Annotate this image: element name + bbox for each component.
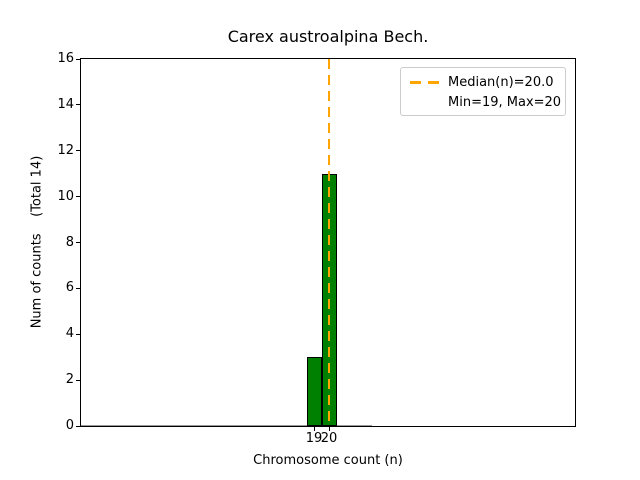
x-tick-mark	[328, 427, 330, 431]
y-tick-mark	[76, 287, 80, 289]
x-axis-label: Chromosome count (n)	[253, 453, 403, 468]
y-tick-mark	[76, 104, 80, 106]
y-tick-label: 4	[65, 326, 74, 342]
y-tick-mark	[76, 333, 80, 335]
plot-area	[80, 58, 576, 427]
y-tick-label: 10	[57, 188, 74, 204]
legend: Median(n)=20.0 Min=19, Max=20	[400, 67, 566, 116]
legend-median-label: Median(n)=20.0	[448, 74, 554, 90]
zero-count-bins-baseline	[81, 425, 372, 426]
y-tick-mark	[76, 242, 80, 243]
y-tick-label: 12	[57, 142, 74, 158]
median-dashed-line-swatch	[410, 80, 440, 84]
y-tick-mark	[76, 150, 80, 152]
y-tick-mark	[76, 425, 80, 427]
histogram-bar-19	[306, 357, 322, 426]
y-tick-label: 0	[65, 418, 74, 433]
x-tick-label: 19	[305, 431, 323, 446]
legend-row-median: Median(n)=20.0	[410, 72, 557, 92]
y-tick-label: 6	[65, 280, 74, 296]
y-tick-label: 16	[57, 51, 74, 66]
legend-row-minmax: Min=19, Max=20	[410, 92, 561, 112]
legend-minmax-label: Min=19, Max=20	[448, 94, 562, 110]
chart-title: Carex austroalpina Bech.	[227, 27, 429, 46]
y-tick-mark	[76, 379, 80, 381]
median-line	[328, 59, 330, 426]
x-tick-label: 20	[320, 431, 338, 446]
y-tick-label: 14	[57, 96, 74, 112]
y-tick-mark	[76, 58, 80, 60]
y-tick-label: 2	[65, 372, 74, 388]
y-tick-mark	[76, 196, 80, 198]
x-tick-mark	[313, 427, 315, 431]
y-tick-label: 8	[65, 234, 74, 250]
